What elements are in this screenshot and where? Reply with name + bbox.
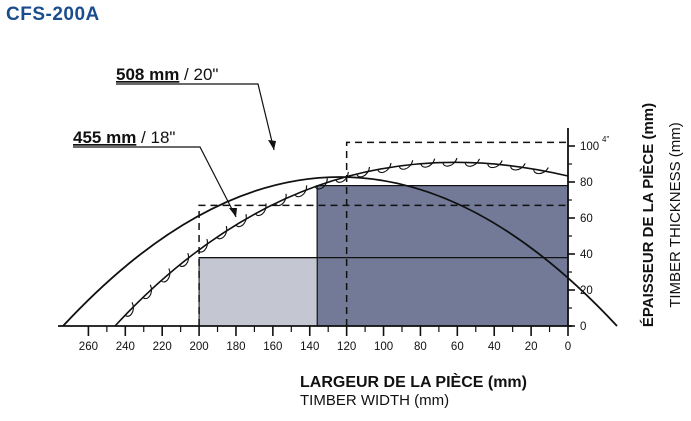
y-tick-label: 20 (580, 285, 593, 297)
blade-small-leader (73, 146, 237, 218)
thickness-axis-title-en: TIMBER THICKNESS (mm) (667, 122, 684, 308)
blade-tooth (235, 213, 247, 228)
x-tick-label: 240 (116, 341, 135, 353)
x-tick-label: 260 (79, 341, 98, 353)
x-tick-label: 120 (337, 341, 356, 353)
blade-large-imperial: / 20" (179, 65, 218, 84)
guide-lines (198, 141, 568, 326)
blade-tooth (274, 193, 287, 207)
x-tick-label: 100 (374, 341, 393, 353)
blade-large-label: 508 mm / 20" (116, 65, 218, 84)
blade-small-arrow (229, 208, 237, 217)
blade-small-imperial: / 18" (136, 128, 175, 147)
blade-tooth (178, 252, 190, 267)
width-axis-title: LARGEUR DE LA PIÈCE (mm) TIMBER WIDTH (m… (300, 373, 527, 410)
x-tick-label: 0 (565, 341, 571, 353)
width-axis-title-en: TIMBER WIDTH (mm) (300, 392, 450, 409)
x-tick-label: 140 (300, 341, 319, 353)
blade-tooth (398, 160, 414, 170)
blade-tooth (377, 162, 392, 174)
x-tick-label: 60 (451, 341, 464, 353)
blade-tooth (294, 185, 308, 198)
blade-tooth (533, 167, 549, 175)
width-axis-title-fr: LARGEUR DE LA PIÈCE (mm) (300, 374, 527, 391)
blade-tooth (160, 268, 171, 283)
guide-line (198, 204, 568, 326)
blade-tooth (314, 178, 328, 190)
x-tick-label: 180 (226, 341, 245, 353)
blade-tooth (124, 302, 134, 317)
blade-tooth (335, 171, 349, 183)
blade-large-leader (116, 83, 275, 151)
blade-small-metric: 455 mm (73, 128, 136, 147)
thickness-axis-title-fr: ÉPAISSEUR DE LA PIÈCE (mm) (640, 103, 657, 327)
y-tick-label: 60 (580, 213, 593, 225)
guide-line (345, 141, 568, 326)
x-axis-ticks: 260 240 220 200 180 160 140 120 100 80 60 40 20 0 (79, 326, 571, 353)
blade-tooth (142, 284, 152, 300)
blade-tooth (420, 158, 436, 168)
thickness-axis-title: ÉPAISSEUR DE LA PIÈCE (mm) (640, 103, 657, 327)
blade-tooth (464, 158, 481, 167)
x-tick-label: 80 (414, 341, 427, 353)
blade-tooth (442, 157, 458, 167)
blade-tooth (487, 160, 503, 169)
blade-small-label: 455 mm / 18" (73, 128, 175, 147)
blade-tooth (216, 225, 228, 240)
x-tick-label: 200 (189, 341, 208, 353)
y-tick-label: 80 (580, 177, 593, 189)
capacity-zone-dark (316, 185, 569, 327)
blade-large-metric: 508 mm (116, 65, 179, 84)
blade-teeth (124, 157, 549, 317)
capacity-zone-light (198, 257, 318, 327)
y-tick-label: 100 (580, 141, 599, 153)
blade-outer-arc (62, 176, 618, 327)
y-tick-label: 40 (580, 249, 593, 261)
x-tick-label: 160 (263, 341, 282, 353)
blade-large-arrow (268, 140, 276, 150)
model-title: CFS-200A (6, 4, 100, 25)
blade-tooth (510, 163, 526, 171)
y-top-unit: 4" (602, 135, 609, 144)
blade-tooth (254, 203, 267, 217)
blade-tooth (356, 166, 371, 178)
y-tick-label: 0 (580, 321, 586, 333)
x-tick-label: 40 (488, 341, 501, 353)
x-tick-label: 220 (153, 341, 172, 353)
x-tick-label: 20 (525, 341, 538, 353)
